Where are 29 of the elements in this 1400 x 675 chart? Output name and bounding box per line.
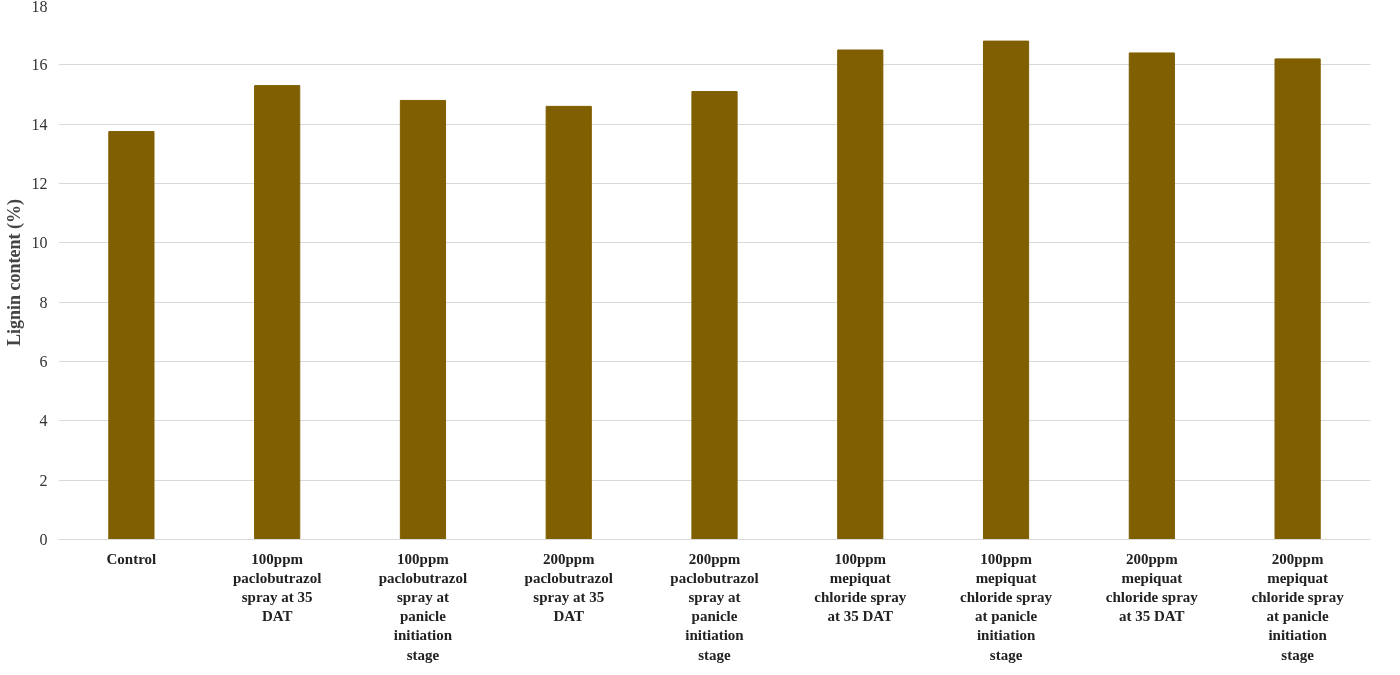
x-tick-label: 100ppm mepiquat chloride spray at panicle initiation stage: [960, 550, 1053, 663]
x-tick-label: 100ppm mepiquat chloride spray at 35 DAT: [814, 550, 907, 625]
y-tick-label: 8: [39, 293, 48, 311]
bar: [399, 99, 447, 540]
bar: [837, 49, 884, 540]
y-tick-label: 12: [31, 175, 48, 192]
x-tick-label: 200ppm mepiquat chloride spray at panicle initiation stage: [1251, 550, 1345, 663]
bar: [982, 40, 1030, 540]
bar: [1128, 52, 1175, 540]
x-tick-label: 100ppm paclobutrazol spray at panicle initiation stage: [378, 550, 468, 663]
y-tick-label: 14: [31, 115, 48, 133]
y-tick-label: 2: [39, 471, 48, 489]
bar: [254, 85, 301, 540]
y-tick-label: 6: [39, 353, 48, 370]
x-tick-label: Control: [106, 550, 157, 567]
bar: [545, 105, 592, 540]
y-tick-label: 10: [31, 234, 48, 252]
x-tick-label: 200ppm paclobutrazol spray at 35 DAT: [524, 550, 613, 625]
x-tick-label: 200ppm paclobutrazol spray at panicle initiation stage: [670, 550, 759, 663]
bar: [1274, 58, 1321, 540]
y-axis-title: Lignin content (%): [3, 198, 25, 346]
bar: [108, 131, 155, 540]
x-tick-label: 100ppm paclobutrazol spray at 35 DAT: [233, 550, 322, 625]
bar: [691, 91, 738, 540]
x-tick-label: 200ppm mepiquat chloride spray at 35 DAT: [1105, 550, 1199, 625]
y-tick-label: 16: [31, 56, 48, 74]
y-tick-label: 18: [31, 0, 48, 15]
y-tick-label: 4: [39, 412, 48, 430]
y-tick-label: 0: [39, 531, 48, 548]
